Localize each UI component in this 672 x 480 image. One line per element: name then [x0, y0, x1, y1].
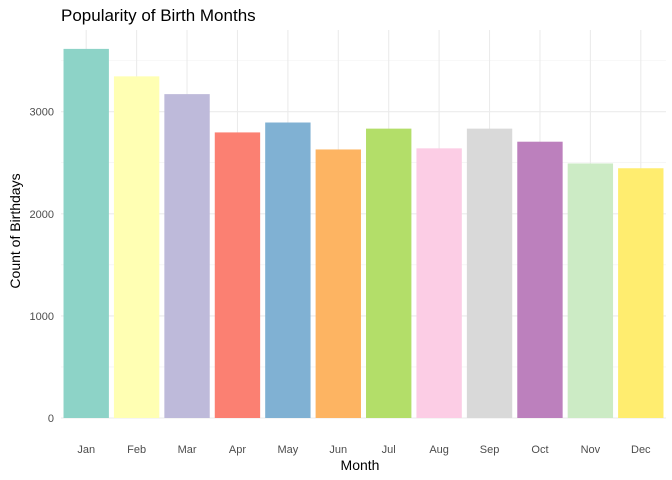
x-tick-label: Apr	[229, 444, 246, 456]
bar-nov	[567, 163, 614, 418]
x-tick-label: Jan	[77, 444, 95, 456]
bars	[63, 48, 664, 419]
y-tick-labels: 0 1000 2000 3000	[30, 107, 54, 425]
y-tick-label: 0	[48, 413, 54, 425]
x-tick-label: Sep	[480, 444, 500, 456]
bar-dec	[618, 168, 664, 418]
bar-feb	[113, 76, 160, 419]
bar-sep	[466, 128, 513, 419]
x-tick-label: Nov	[581, 444, 601, 456]
x-tick-label: Aug	[429, 444, 449, 456]
x-tick-label: May	[277, 444, 298, 456]
bar-jul	[366, 128, 412, 419]
chart-title: Popularity of Birth Months	[61, 6, 256, 25]
x-tick-label: Dec	[631, 444, 651, 456]
x-tick-label: Jun	[329, 444, 347, 456]
y-axis-title: Count of Birthdays	[7, 173, 23, 288]
bar-aug	[416, 148, 462, 418]
x-tick-label: Feb	[127, 444, 146, 456]
y-tick-label: 3000	[30, 107, 54, 119]
x-axis-title: Month	[341, 457, 380, 473]
bar-may	[265, 122, 311, 418]
x-tick-labels: Jan Feb Mar Apr May Jun Jul Aug Sep Oct Nov Dec	[77, 444, 651, 456]
y-tick-label: 1000	[30, 311, 54, 323]
bar-jan	[63, 48, 109, 419]
x-tick-label: Mar	[178, 444, 197, 456]
bar-apr	[214, 132, 261, 419]
y-tick-label: 2000	[30, 209, 54, 221]
x-tick-label: Jul	[382, 444, 396, 456]
bar-jun	[315, 149, 361, 418]
bar-oct	[517, 141, 563, 418]
bar-mar	[164, 94, 210, 419]
x-tick-label: Oct	[531, 444, 548, 456]
